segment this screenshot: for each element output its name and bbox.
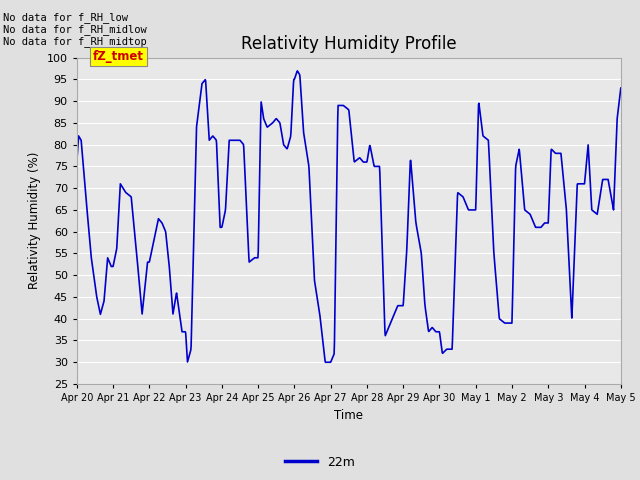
Text: No data for f_RH_midlow: No data for f_RH_midlow bbox=[3, 24, 147, 35]
Y-axis label: Relativity Humidity (%): Relativity Humidity (%) bbox=[28, 152, 41, 289]
Title: Relativity Humidity Profile: Relativity Humidity Profile bbox=[241, 35, 456, 53]
Legend: 22m: 22m bbox=[280, 451, 360, 474]
X-axis label: Time: Time bbox=[334, 408, 364, 421]
Text: No data for f_RH_midtop: No data for f_RH_midtop bbox=[3, 36, 147, 47]
Text: No data for f_RH_low: No data for f_RH_low bbox=[3, 12, 128, 23]
Text: fZ_tmet: fZ_tmet bbox=[93, 50, 144, 63]
